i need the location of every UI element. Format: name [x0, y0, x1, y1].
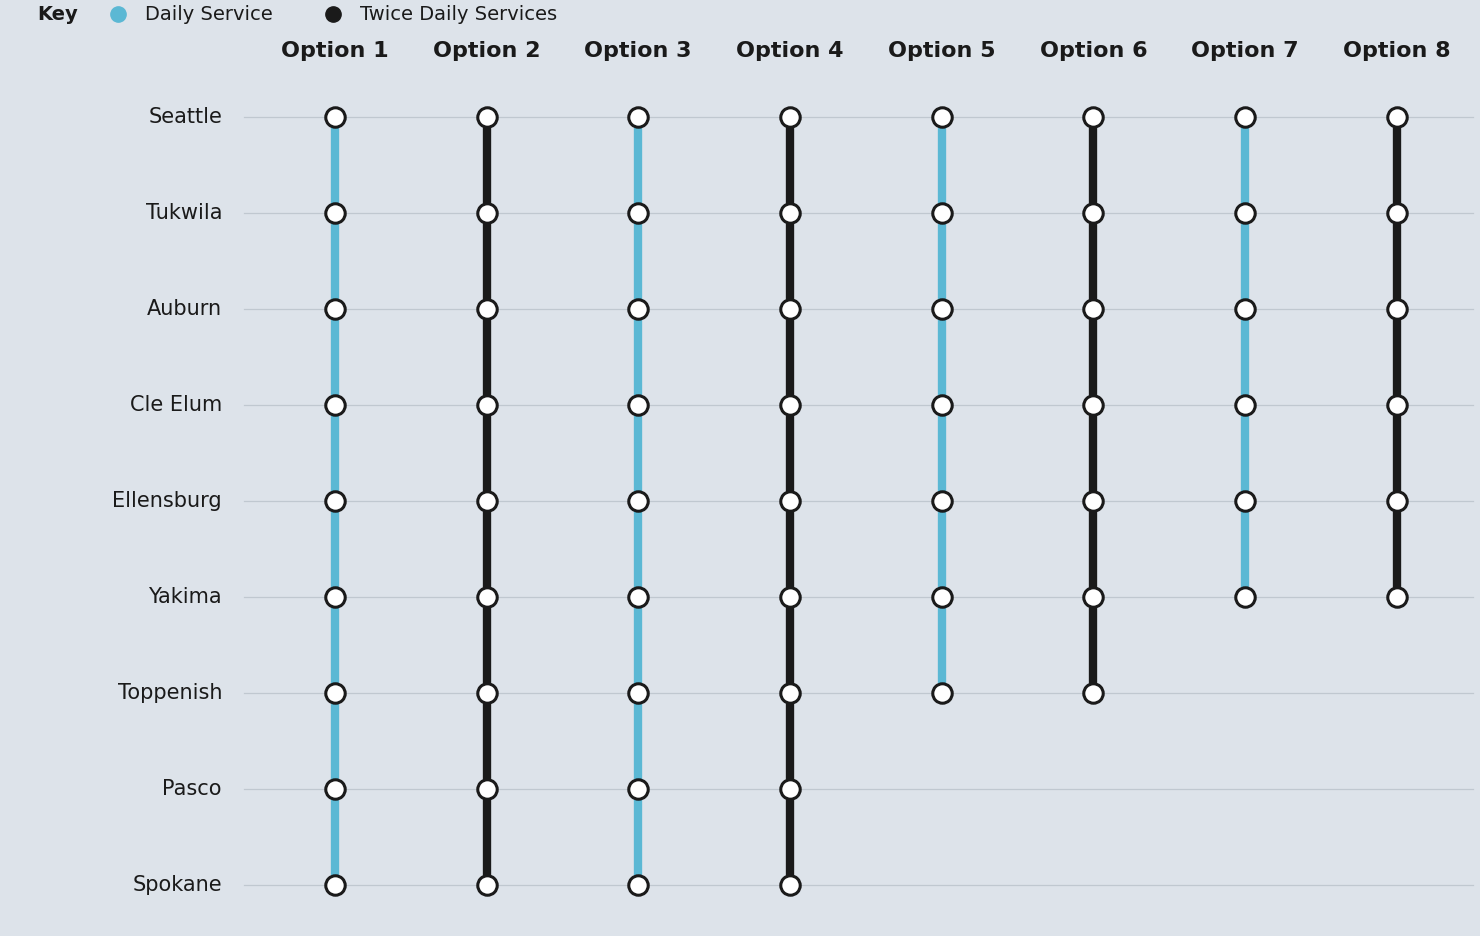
Text: Daily Service: Daily Service	[145, 5, 272, 23]
Text: Option 5: Option 5	[888, 41, 996, 62]
Text: Toppenish: Toppenish	[117, 682, 222, 703]
Text: Cle Elum: Cle Elum	[130, 395, 222, 415]
Text: Option 3: Option 3	[585, 41, 693, 62]
Text: Auburn: Auburn	[147, 299, 222, 319]
Text: Spokane: Spokane	[132, 874, 222, 895]
Text: Option 8: Option 8	[1342, 41, 1450, 62]
Text: Key: Key	[37, 5, 78, 23]
Text: Ellensburg: Ellensburg	[112, 490, 222, 511]
Text: Tukwila: Tukwila	[145, 203, 222, 223]
Text: Twice Daily Services: Twice Daily Services	[360, 5, 556, 23]
Text: Option 4: Option 4	[736, 41, 844, 62]
Text: Option 7: Option 7	[1191, 41, 1299, 62]
Text: Seattle: Seattle	[148, 107, 222, 127]
Text: Yakima: Yakima	[148, 587, 222, 607]
Text: Option 6: Option 6	[1039, 41, 1147, 62]
Text: Option 1: Option 1	[281, 41, 389, 62]
Text: Option 2: Option 2	[432, 41, 540, 62]
Text: Pasco: Pasco	[163, 779, 222, 798]
